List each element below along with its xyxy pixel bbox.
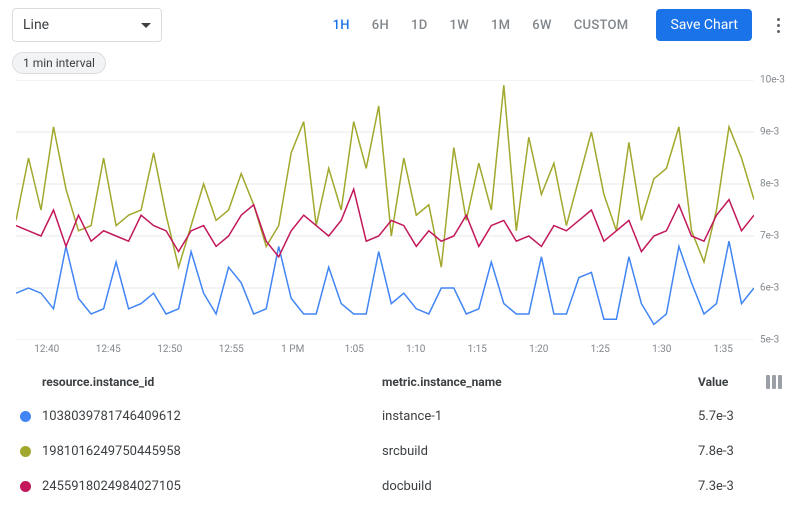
x-tick-label: 12:50 [139,344,201,355]
toolbar: Line 1H6H1D1W1M6WCUSTOM Save Chart [0,0,802,50]
legend-header: resource.instance_id metric.instance_nam… [20,365,782,399]
legend-col-instance-id: resource.instance_id [42,375,382,389]
legend-instance-id: 1981016249750445958 [42,444,382,459]
more-icon[interactable] [766,13,790,37]
y-tick-label: 5e-3 [760,335,779,346]
chart-type-select[interactable]: Line [12,8,162,42]
legend-col-instance-name: metric.instance_name [382,375,698,389]
y-tick-label: 9e-3 [760,127,779,138]
legend-value: 5.7e-3 [698,409,758,424]
legend-col-value: Value [698,375,758,389]
chart-type-value: Line [23,17,49,33]
legend-row[interactable]: 1981016249750445958srcbuild7.8e-3 [20,434,782,469]
y-axis: 5e-36e-37e-38e-39e-310e-3 [756,80,792,340]
series-docbuild[interactable] [16,189,754,257]
legend-instance-name: docbuild [382,479,698,494]
x-tick-label: 12:55 [201,344,263,355]
columns-icon[interactable] [758,375,782,389]
chart-plot[interactable] [16,80,756,340]
caret-down-icon [141,23,151,28]
range-custom[interactable]: CUSTOM [564,12,639,39]
x-tick-label: 1:25 [570,344,632,355]
series-instance-1[interactable] [16,241,754,324]
legend-value: 7.8e-3 [698,444,758,459]
range-1h[interactable]: 1H [323,12,360,39]
legend-row[interactable]: 1038039781746409612instance-15.7e-3 [20,399,782,434]
x-tick-label: 1 PM [262,344,324,355]
legend-row[interactable]: 2455918024984027105docbuild7.3e-3 [20,469,782,504]
y-tick-label: 10e-3 [760,75,785,86]
x-tick-label: 1:20 [508,344,570,355]
range-6w[interactable]: 6W [522,12,561,39]
legend-dot [20,446,31,457]
x-tick-label: 1:05 [324,344,386,355]
range-1d[interactable]: 1D [401,12,437,39]
x-tick-label: 1:10 [385,344,447,355]
x-axis: 12:4012:4512:5012:551 PM1:051:101:151:20… [0,340,802,355]
x-tick-label: 1:30 [631,344,693,355]
legend-instance-id: 2455918024984027105 [42,479,382,494]
range-6h[interactable]: 6H [362,12,399,39]
legend-instance-name: instance-1 [382,409,698,424]
legend-instance-id: 1038039781746409612 [42,409,382,424]
y-tick-label: 7e-3 [760,231,779,242]
y-tick-label: 8e-3 [760,179,779,190]
y-tick-label: 6e-3 [760,283,779,294]
x-tick-label: 12:40 [16,344,78,355]
range-1m[interactable]: 1M [481,12,520,39]
x-tick-label: 1:15 [447,344,509,355]
time-range-group: 1H6H1D1W1M6WCUSTOM [323,12,639,39]
legend-dot [20,411,31,422]
x-tick-label: 12:45 [78,344,140,355]
interval-chip[interactable]: 1 min interval [12,52,106,74]
legend-dot [20,481,31,492]
chart-area: 5e-36e-37e-38e-39e-310e-3 [0,80,802,340]
x-tick-label: 1:35 [693,344,755,355]
legend-instance-name: srcbuild [382,444,698,459]
chip-row: 1 min interval [0,50,802,80]
legend-value: 7.3e-3 [698,479,758,494]
legend-table: resource.instance_id metric.instance_nam… [0,355,802,504]
range-1w[interactable]: 1W [440,12,479,39]
save-chart-button[interactable]: Save Chart [656,9,752,41]
